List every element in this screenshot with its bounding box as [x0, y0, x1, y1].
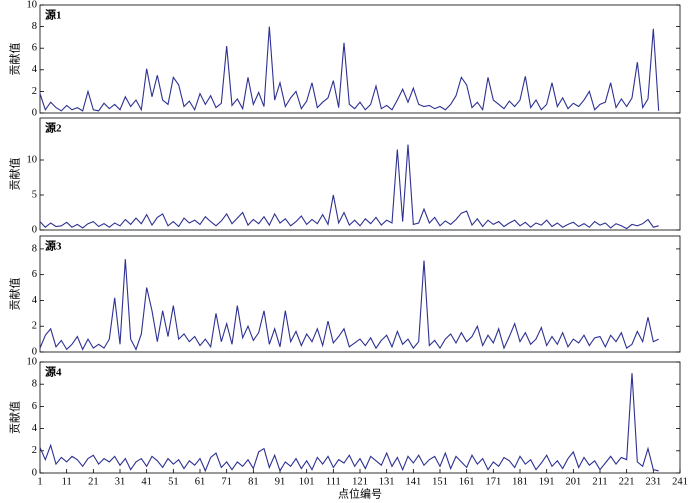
x-axis-label: 点位编号	[338, 487, 382, 501]
y-tick-label: 4	[32, 295, 38, 306]
x-tick-label: 101	[299, 476, 315, 487]
y-tick-label: 4	[32, 423, 38, 434]
y-axis-label: 贡献值	[8, 158, 22, 191]
data-line	[39, 259, 659, 351]
y-axis-label: 贡献值	[8, 43, 22, 76]
x-tick-label: 121	[352, 476, 368, 487]
panel-frame	[39, 117, 681, 231]
x-tick-label: 41	[141, 476, 152, 487]
x-tick-label: 181	[512, 476, 528, 487]
x-tick-label: 51	[168, 476, 179, 487]
y-tick-label: 8	[32, 243, 37, 254]
panel-annotation: 源1	[45, 8, 62, 22]
y-tick-label: 10	[27, 0, 38, 10]
x-tick-label: 31	[115, 476, 126, 487]
y-tick-label: 6	[32, 269, 37, 280]
y-tick-label: 2	[32, 86, 37, 97]
data-line	[39, 373, 659, 473]
x-tick-label: 61	[195, 476, 206, 487]
x-tick-label: 231	[645, 476, 661, 487]
x-tick-label: 171	[485, 476, 501, 487]
x-tick-label: 141	[405, 476, 421, 487]
panel-frame	[39, 4, 681, 114]
y-axis-label: 贡献值	[8, 278, 22, 311]
x-tick-label: 201	[565, 476, 581, 487]
x-tick-label: 131	[379, 476, 395, 487]
panel-annotation: 源2	[45, 121, 62, 135]
panel-annotation: 源4	[45, 365, 62, 379]
y-tick-label: 8	[32, 21, 37, 32]
x-tick-label: 91	[275, 476, 286, 487]
panel-frame	[39, 235, 681, 353]
data-line	[39, 26, 660, 112]
y-tick-label: 10	[27, 356, 38, 367]
x-tick-label: 1	[37, 476, 42, 487]
y-axis-label: 贡献值	[8, 401, 22, 434]
x-tick-label: 191	[539, 476, 555, 487]
y-tick-label: 6	[32, 401, 37, 412]
y-tick-label: 0	[32, 224, 37, 235]
x-tick-label: 21	[88, 476, 99, 487]
data-line	[39, 144, 659, 230]
y-tick-label: 6	[32, 43, 37, 54]
y-tick-label: 0	[32, 107, 37, 118]
y-tick-label: 10	[27, 154, 38, 165]
x-tick-label: 111	[326, 476, 341, 487]
x-tick-label: 211	[592, 476, 607, 487]
y-tick-label: 2	[32, 321, 37, 332]
y-tick-label: 0	[32, 467, 37, 478]
x-tick-label: 151	[432, 476, 448, 487]
y-tick-label: 2	[32, 445, 37, 456]
y-tick-label: 4	[32, 64, 38, 75]
y-tick-label: 5	[32, 189, 37, 200]
panel-annotation: 源3	[45, 239, 62, 253]
x-tick-label: 81	[248, 476, 259, 487]
x-tick-label: 71	[221, 476, 232, 487]
y-tick-label: 8	[32, 379, 37, 390]
panel-frame	[39, 361, 681, 474]
x-tick-label: 221	[619, 476, 635, 487]
x-tick-label: 241	[672, 476, 688, 487]
x-tick-label: 161	[459, 476, 475, 487]
y-tick-label: 0	[32, 346, 37, 357]
x-tick-label: 11	[62, 476, 72, 487]
